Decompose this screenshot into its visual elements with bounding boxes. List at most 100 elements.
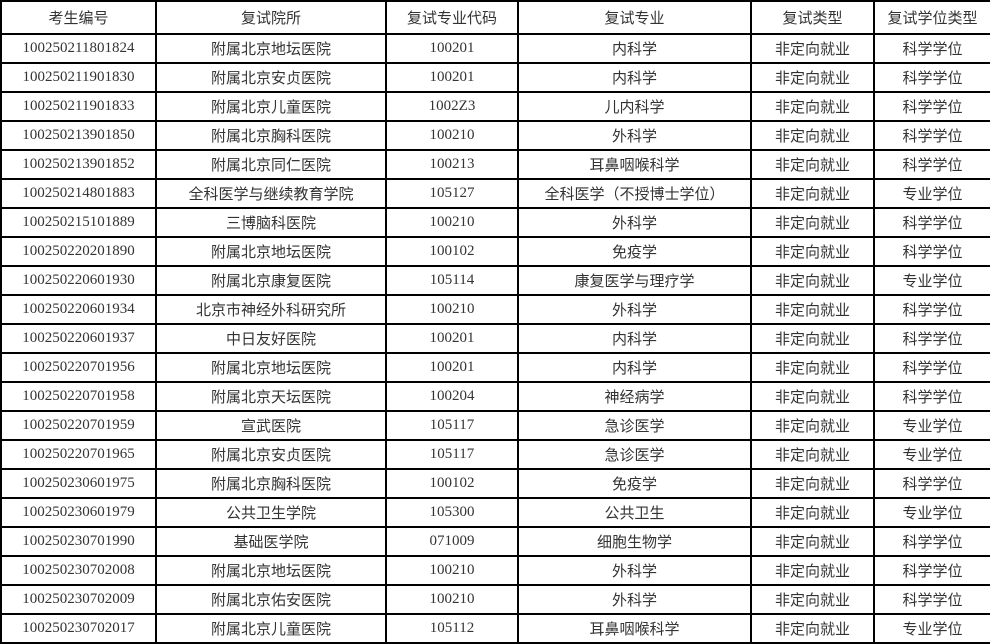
cell-enrollment-type: 非定向就业 [750,613,875,644]
cell-enrollment-type: 非定向就业 [750,497,875,528]
table-row: 100250211801824 附属北京地坛医院 100201 内科学 非定向就业 科学学… [0,33,990,64]
cell-degree-type: 科学学位 [873,555,990,586]
column-header-candidate-id: 考生编号 [0,0,157,35]
cell-institution: 三博脑科医院 [155,207,387,238]
cell-major-code: 100210 [385,584,519,615]
cell-major: 耳鼻咽喉科学 [517,613,752,644]
cell-enrollment-type: 非定向就业 [750,439,875,470]
cell-major: 急诊医学 [517,410,752,441]
table-row: 100250214801883 全科医学与继续教育学院 105127 全科医学（不授博… [0,178,990,209]
cell-candidate-id: 100250230702009 [0,584,157,615]
cell-enrollment-type: 非定向就业 [750,178,875,209]
table-row: 100250230702009 附属北京佑安医院 100210 外科学 非定向就业 科学学… [0,584,990,615]
cell-enrollment-type: 非定向就业 [750,33,875,64]
cell-institution: 宣武医院 [155,410,387,441]
cell-candidate-id: 100250211901833 [0,91,157,122]
cell-major: 内科学 [517,33,752,64]
cell-enrollment-type: 非定向就业 [750,410,875,441]
cell-major-code: 100210 [385,120,519,151]
cell-candidate-id: 100250230702017 [0,613,157,644]
cell-candidate-id: 100250214801883 [0,178,157,209]
cell-major-code: 1002Z3 [385,91,519,122]
table-row: 100250230701990 基础医学院 071009 细胞生物学 非定向就业 科学学位 [0,526,990,557]
cell-candidate-id: 100250230601975 [0,468,157,499]
cell-candidate-id: 100250215101889 [0,207,157,238]
cell-institution: 中日友好医院 [155,323,387,354]
table-row: 100250220601937 中日友好医院 100201 内科学 非定向就业 科学学位 [0,323,990,354]
cell-enrollment-type: 非定向就业 [750,294,875,325]
cell-candidate-id: 100250230702008 [0,555,157,586]
cell-candidate-id: 100250211801824 [0,33,157,64]
table-row: 100250230702017 附属北京儿童医院 105112 耳鼻咽喉科学 非定向就业… [0,613,990,644]
cell-major-code: 100213 [385,149,519,180]
cell-degree-type: 专业学位 [873,178,990,209]
cell-enrollment-type: 非定向就业 [750,352,875,383]
table-row: 100250213901852 附属北京同仁医院 100213 耳鼻咽喉科学 非定向就业… [0,149,990,180]
cell-candidate-id: 100250213901852 [0,149,157,180]
cell-institution: 附属北京地坛医院 [155,352,387,383]
cell-degree-type: 科学学位 [873,526,990,557]
cell-major-code: 100210 [385,294,519,325]
cell-candidate-id: 100250230701990 [0,526,157,557]
column-header-enrollment-type: 复试类型 [750,0,875,35]
cell-major-code: 105112 [385,613,519,644]
table-row: 100250220701959 宣武医院 105117 急诊医学 非定向就业 专业学位 [0,410,990,441]
cell-major: 细胞生物学 [517,526,752,557]
table-row: 100250230601979 公共卫生学院 105300 公共卫生 非定向就业 专业学位 [0,497,990,528]
cell-institution: 附属北京儿童医院 [155,613,387,644]
cell-major-code: 100102 [385,468,519,499]
cell-enrollment-type: 非定向就业 [750,584,875,615]
cell-major: 免疫学 [517,236,752,267]
cell-enrollment-type: 非定向就业 [750,265,875,296]
table-row: 100250230702008 附属北京地坛医院 100210 外科学 非定向就业 科学学… [0,555,990,586]
cell-institution: 附属北京安贞医院 [155,62,387,93]
cell-major: 内科学 [517,323,752,354]
cell-candidate-id: 100250220701958 [0,381,157,412]
cell-major: 内科学 [517,62,752,93]
cell-enrollment-type: 非定向就业 [750,207,875,238]
cell-major: 外科学 [517,120,752,151]
cell-institution: 全科医学与继续教育学院 [155,178,387,209]
cell-institution: 附属北京地坛医院 [155,555,387,586]
cell-institution: 北京市神经外科研究所 [155,294,387,325]
cell-degree-type: 科学学位 [873,62,990,93]
cell-major: 神经病学 [517,381,752,412]
column-header-degree-type: 复试学位类型 [873,0,990,35]
cell-major: 外科学 [517,555,752,586]
cell-degree-type: 科学学位 [873,584,990,615]
table-body: 100250211801824 附属北京地坛医院 100201 内科学 非定向就业 科学学… [0,33,990,644]
cell-enrollment-type: 非定向就业 [750,91,875,122]
cell-degree-type: 科学学位 [873,323,990,354]
cell-major-code: 105127 [385,178,519,209]
cell-degree-type: 科学学位 [873,352,990,383]
cell-institution: 附属北京佑安医院 [155,584,387,615]
cell-major: 外科学 [517,207,752,238]
table-row: 100250211901830 附属北京安贞医院 100201 内科学 非定向就业 科学学… [0,62,990,93]
cell-major: 耳鼻咽喉科学 [517,149,752,180]
cell-major-code: 100102 [385,236,519,267]
cell-major-code: 105117 [385,439,519,470]
table-row: 100250220601930 附属北京康复医院 105114 康复医学与理疗学 非定向… [0,265,990,296]
cell-enrollment-type: 非定向就业 [750,62,875,93]
table-row: 100250215101889 三博脑科医院 100210 外科学 非定向就业 科学学位 [0,207,990,238]
cell-institution: 附属北京地坛医院 [155,236,387,267]
cell-major: 外科学 [517,584,752,615]
cell-institution: 附属北京康复医院 [155,265,387,296]
cell-major-code: 105114 [385,265,519,296]
table-row: 100250230601975 附属北京胸科医院 100102 免疫学 非定向就业 科学学… [0,468,990,499]
cell-enrollment-type: 非定向就业 [750,149,875,180]
cell-major: 全科医学（不授博士学位） [517,178,752,209]
cell-degree-type: 专业学位 [873,265,990,296]
cell-degree-type: 科学学位 [873,381,990,412]
cell-major-code: 105117 [385,410,519,441]
cell-institution: 附属北京胸科医院 [155,468,387,499]
cell-candidate-id: 100250230601979 [0,497,157,528]
table-row: 100250213901850 附属北京胸科医院 100210 外科学 非定向就业 科学学… [0,120,990,151]
cell-major-code: 071009 [385,526,519,557]
cell-degree-type: 科学学位 [873,468,990,499]
cell-major-code: 100201 [385,352,519,383]
cell-candidate-id: 100250220601930 [0,265,157,296]
table-row: 100250220701956 附属北京地坛医院 100201 内科学 非定向就业 科学学… [0,352,990,383]
table-row: 100250211901833 附属北京儿童医院 1002Z3 儿内科学 非定向就业 科学… [0,91,990,122]
cell-enrollment-type: 非定向就业 [750,236,875,267]
